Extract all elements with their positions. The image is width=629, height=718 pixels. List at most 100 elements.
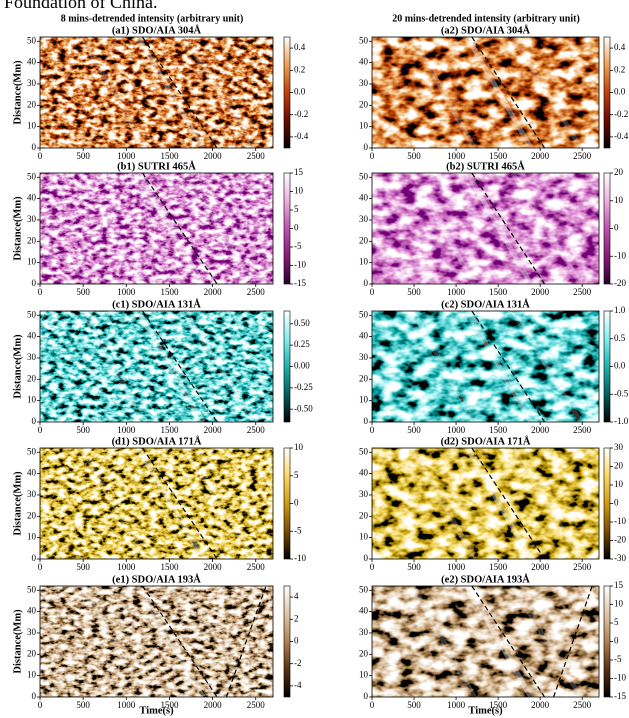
colorbar-tick-label: -5 <box>294 525 302 535</box>
colorbar-tick-label: 5 <box>294 204 299 214</box>
x-tick-label: 2000 <box>204 562 223 572</box>
colorbar-tick-label: -2 <box>294 658 302 668</box>
colorbar-tick-label: 20 <box>614 461 624 471</box>
colorbar-tick-label: 0 <box>294 223 299 233</box>
colorbar-tick-label: 0.4 <box>614 42 626 52</box>
panel-title: (a1) SDO/AIA 304Å <box>112 24 202 36</box>
colorbar-tick-label: 0.2 <box>294 64 305 74</box>
x-tick-label: 1500 <box>489 425 508 435</box>
colorbar <box>604 37 610 148</box>
y-axis-label: Distance(Mm) <box>12 334 23 399</box>
y-tick-label: 30 <box>27 489 37 499</box>
x-tick-label: 0 <box>370 562 375 572</box>
y-tick-label: 0 <box>364 553 369 563</box>
x-tick-label: 0 <box>38 151 43 161</box>
panel-title: (b2) SUTRI 465Å <box>446 160 525 172</box>
colorbar-tick-label: -0.4 <box>614 131 629 141</box>
colorbar-tick-label: 0.2 <box>614 64 625 74</box>
colorbar-tick-label: -1.0 <box>614 416 629 426</box>
x-tick-label: 1500 <box>160 562 179 572</box>
x-tick-label: 500 <box>76 287 90 297</box>
x-tick-label: 1000 <box>447 287 466 297</box>
x-tick-label: 1000 <box>117 287 136 297</box>
x-tick-label: 500 <box>407 700 421 710</box>
colorbar-tick-label: -0.2 <box>294 109 308 119</box>
colorbar-tick-label: 5 <box>614 617 619 627</box>
x-tick-label: 2500 <box>247 287 266 297</box>
colorbar <box>284 586 290 697</box>
y-tick-label: 40 <box>359 193 369 203</box>
colorbar <box>604 173 610 284</box>
colorbar <box>604 448 610 559</box>
panel-title: (e2) SDO/AIA 193Å <box>441 573 530 585</box>
x-tick-label: 1000 <box>117 151 136 161</box>
colorbar-tick-label: 1.0 <box>614 305 626 315</box>
y-tick-label: 50 <box>359 584 369 594</box>
panel-title: (e1) SDO/AIA 193Å <box>112 573 201 585</box>
y-tick-label: 20 <box>27 648 37 658</box>
x-tick-label: 1000 <box>447 425 466 435</box>
x-tick-label: 500 <box>407 287 421 297</box>
x-tick-label: 2000 <box>204 425 223 435</box>
y-tick-label: 10 <box>27 532 37 542</box>
y-tick-label: 20 <box>27 510 37 520</box>
colorbar <box>604 311 610 422</box>
colorbar-tick-label: 0.50 <box>294 318 310 328</box>
intensity-image <box>372 173 599 284</box>
column-title: 8 mins-detrended intensity (arbitrary un… <box>61 13 244 24</box>
y-tick-label: 10 <box>359 532 369 542</box>
panel-title: (c2) SDO/AIA 131Å <box>441 298 530 310</box>
y-tick-label: 50 <box>27 171 37 181</box>
x-tick-label: 1000 <box>447 151 466 161</box>
x-axis-label: Time(s) <box>468 705 503 716</box>
colorbar-tick-label: -15 <box>614 691 626 701</box>
colorbar-tick-label: 0 <box>614 223 619 233</box>
x-tick-label: 2500 <box>247 151 266 161</box>
x-tick-label: 0 <box>38 287 43 297</box>
colorbar-tick-label: 10 <box>294 186 304 196</box>
x-tick-label: 500 <box>407 151 421 161</box>
colorbar-tick-label: -10 <box>294 260 306 270</box>
colorbar <box>284 311 290 422</box>
colorbar-tick-label: -0.25 <box>294 382 313 392</box>
colorbar-tick-label: 4 <box>294 591 299 601</box>
y-tick-label: 0 <box>32 416 37 426</box>
x-tick-label: 2500 <box>573 425 592 435</box>
y-tick-label: 0 <box>32 278 37 288</box>
colorbar-tick-label: -4 <box>294 680 302 690</box>
colorbar-tick-label: 30 <box>614 442 624 452</box>
y-tick-label: 50 <box>27 309 37 319</box>
y-tick-label: 10 <box>27 121 37 131</box>
y-tick-label: 40 <box>27 606 37 616</box>
y-tick-label: 40 <box>27 57 37 67</box>
colorbar-tick-label: -30 <box>614 553 626 563</box>
x-tick-label: 1000 <box>117 562 136 572</box>
colorbar-tick-label: 5 <box>294 470 299 480</box>
y-tick-label: 50 <box>359 35 369 45</box>
panel-title: (a2) SDO/AIA 304Å <box>441 24 531 36</box>
x-tick-label: 0 <box>370 425 375 435</box>
x-tick-label: 2500 <box>247 425 266 435</box>
x-tick-label: 1000 <box>117 700 136 710</box>
panel-title: (b1) SUTRI 465Å <box>117 160 196 172</box>
x-tick-label: 500 <box>76 700 90 710</box>
y-tick-label: 20 <box>359 99 369 109</box>
x-tick-label: 2000 <box>204 287 223 297</box>
intensity-image <box>372 311 599 422</box>
panel-title: (c1) SDO/AIA 131Å <box>112 298 201 310</box>
colorbar-tick-label: 0.0 <box>614 87 626 97</box>
x-tick-label: 2000 <box>531 700 550 710</box>
y-tick-label: 50 <box>359 446 369 456</box>
x-tick-label: 0 <box>370 287 375 297</box>
y-tick-label: 0 <box>32 553 37 563</box>
y-axis-label: Distance(Mm) <box>12 60 23 125</box>
y-tick-label: 10 <box>359 395 369 405</box>
x-tick-label: 1000 <box>117 425 136 435</box>
colorbar-tick-label: 0 <box>614 498 619 508</box>
y-tick-label: 40 <box>359 57 369 67</box>
colorbar-tick-label: -0.50 <box>294 403 313 413</box>
intensity-image <box>40 448 273 559</box>
x-tick-label: 2000 <box>531 425 550 435</box>
column-title: 20 mins-detrended intensity (arbitrary u… <box>392 13 580 24</box>
y-tick-label: 50 <box>27 584 37 594</box>
